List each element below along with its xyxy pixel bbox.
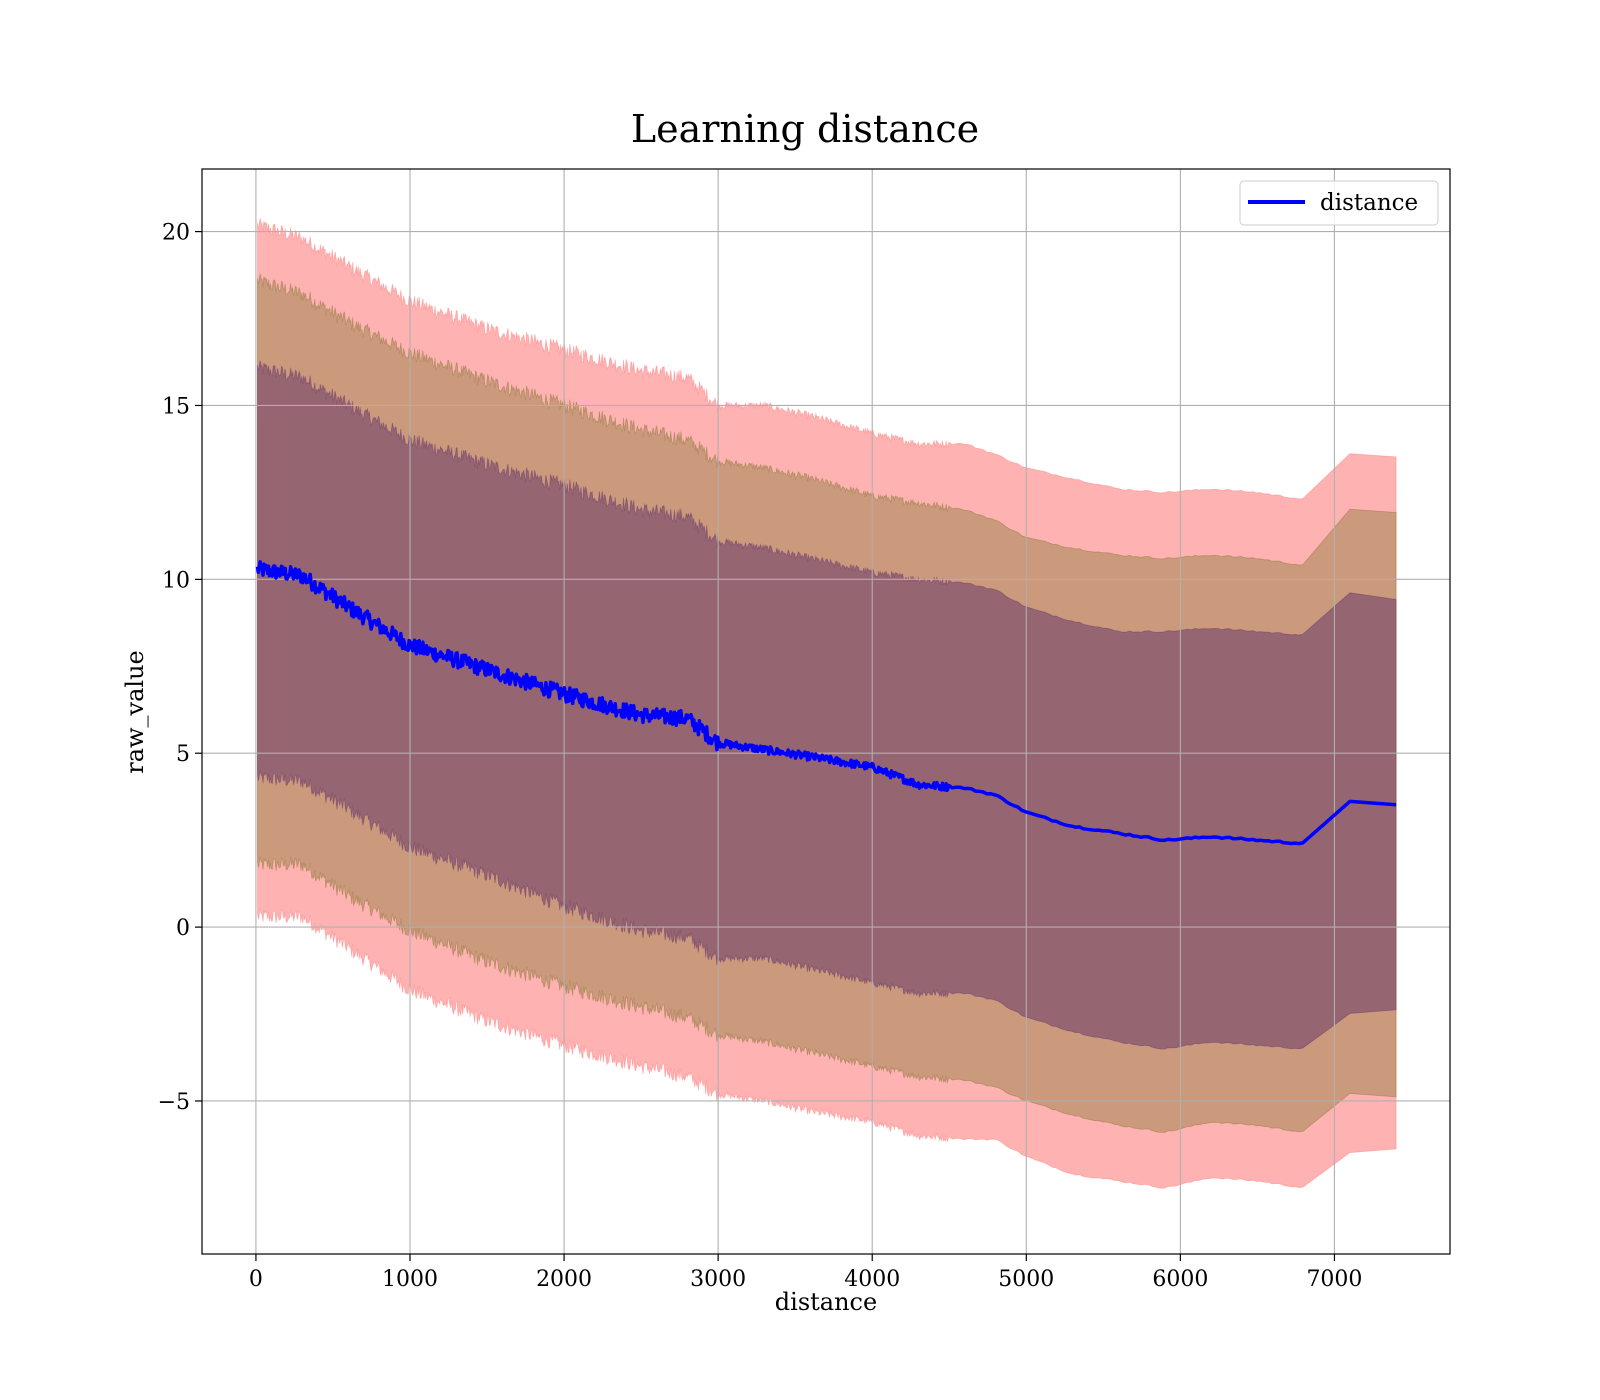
x-tick-label: 4000 bbox=[844, 1267, 900, 1292]
series-line-distance bbox=[255, 560, 1397, 846]
x-tick-label: 3000 bbox=[690, 1267, 746, 1292]
chart-title: Learning distance bbox=[631, 107, 979, 151]
x-tick-label: 6000 bbox=[1152, 1267, 1208, 1292]
x-tick-label: 5000 bbox=[998, 1267, 1054, 1292]
x-tick-label: 2000 bbox=[536, 1267, 592, 1292]
x-tick-label: 0 bbox=[249, 1267, 263, 1292]
y-axis-label: raw_value bbox=[121, 650, 149, 774]
x-axis: 0 1000 2000 3000 4000 5000 6000 7000 bbox=[249, 1254, 1362, 1292]
legend-box bbox=[1239, 180, 1439, 226]
x-axis-label: distance bbox=[775, 1288, 877, 1316]
grid-lines bbox=[202, 169, 1450, 1254]
legend-entry-distance: distance bbox=[1320, 190, 1418, 216]
confidence-bands bbox=[257, 218, 1397, 1189]
y-axis: −5 0 5 10 15 20 bbox=[158, 221, 202, 1115]
y-tick-label: 15 bbox=[162, 394, 190, 419]
band-inner bbox=[257, 360, 1397, 1050]
y-tick-label: 20 bbox=[162, 221, 190, 246]
x-tick-label: 7000 bbox=[1306, 1267, 1362, 1292]
series-layer bbox=[255, 560, 1397, 846]
y-tick-label: 0 bbox=[176, 916, 190, 941]
x-tick-label: 1000 bbox=[382, 1267, 438, 1292]
y-tick-label: 10 bbox=[162, 568, 190, 593]
y-tick-label: −5 bbox=[158, 1090, 190, 1115]
y-tick-label: 5 bbox=[176, 742, 190, 767]
plot-frame bbox=[201, 168, 1451, 1255]
legend: distance bbox=[1239, 180, 1439, 226]
